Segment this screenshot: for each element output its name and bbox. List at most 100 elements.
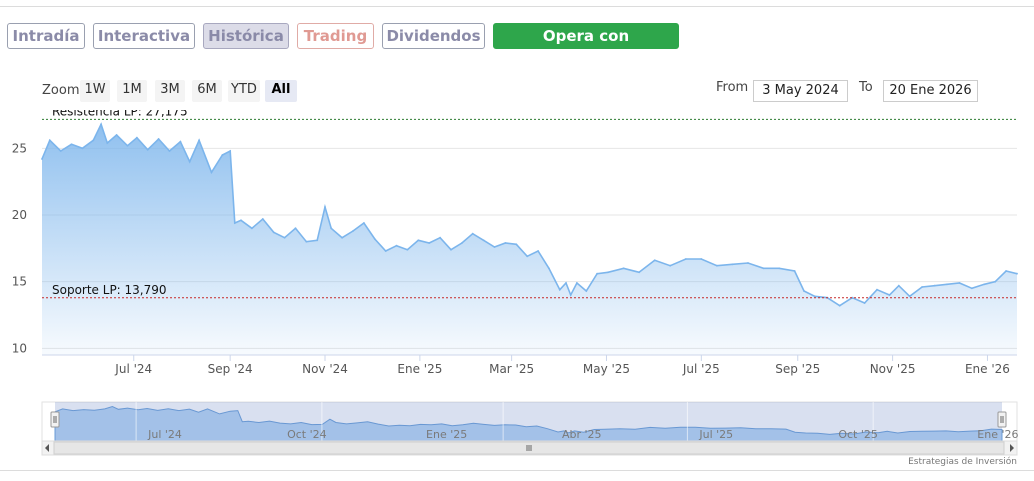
price-point xyxy=(700,258,703,260)
price-point xyxy=(157,138,160,140)
price-chart[interactable]: Resistencia LP: 27,175 Soporte LP: 13,790… xyxy=(0,110,1034,460)
zoom-1w-button[interactable]: 1W xyxy=(80,80,110,102)
x-tick-label: Mar '25 xyxy=(489,362,534,376)
tab-intradia[interactable]: Intradía xyxy=(7,23,85,49)
price-point xyxy=(1005,270,1007,272)
to-label: To xyxy=(859,80,873,95)
price-point xyxy=(395,244,398,247)
price-point xyxy=(548,267,550,270)
y-tick-label: 25 xyxy=(12,141,27,155)
price-point xyxy=(778,267,780,270)
from-date-input[interactable]: 3 May 2024 xyxy=(753,80,848,102)
price-point xyxy=(482,239,485,242)
price-point xyxy=(813,295,816,298)
price-point xyxy=(261,218,264,220)
price-point xyxy=(92,139,95,142)
navigator-tick-label: Oct '24 xyxy=(287,428,327,441)
top-divider xyxy=(0,6,1034,7)
price-point xyxy=(439,236,441,239)
x-tick-label: Jul '24 xyxy=(114,362,152,376)
price-point xyxy=(994,280,997,283)
price-point xyxy=(417,239,420,242)
price-point xyxy=(450,248,452,251)
chart-credits: Estrategias de Inversión xyxy=(908,457,1017,467)
tab-dividendos[interactable]: Dividendos xyxy=(382,23,485,49)
price-point xyxy=(747,262,749,264)
y-tick-label: 20 xyxy=(12,208,27,222)
price-point xyxy=(558,288,561,291)
price-point xyxy=(863,302,866,304)
tab-trading[interactable]: Trading xyxy=(297,23,374,49)
price-point xyxy=(515,243,518,246)
price-point xyxy=(115,134,118,136)
price-point xyxy=(983,283,986,286)
price-point xyxy=(210,171,213,174)
price-point xyxy=(921,286,923,288)
tab-interactiva[interactable]: Interactiva xyxy=(93,23,195,49)
zoom-all-button[interactable]: All xyxy=(265,80,297,102)
price-point xyxy=(716,264,718,267)
price-point xyxy=(461,242,463,244)
navigator-handle-left[interactable] xyxy=(50,411,60,428)
price-point xyxy=(897,284,900,287)
price-point xyxy=(793,270,796,272)
price-point xyxy=(240,219,242,222)
price-point xyxy=(330,227,333,230)
price-point xyxy=(565,282,567,284)
zoom-1m-button[interactable]: 1M xyxy=(117,80,147,102)
freedom24-cta-button[interactable]: Opera con Freedom24 xyxy=(493,23,679,69)
price-point xyxy=(971,287,973,290)
price-point xyxy=(653,259,656,262)
from-label: From xyxy=(716,80,749,95)
price-point xyxy=(471,232,474,235)
price-point xyxy=(41,158,43,160)
price-point xyxy=(70,143,73,146)
bottom-divider xyxy=(0,470,1034,471)
navigator-series xyxy=(54,405,1003,442)
price-area xyxy=(42,124,1017,355)
x-tick-label: Sep '24 xyxy=(208,362,253,376)
price-point xyxy=(384,250,387,252)
price-point xyxy=(179,140,182,143)
x-tick-label: Sep '25 xyxy=(775,362,820,376)
zoom-3m-button[interactable]: 3M xyxy=(155,80,185,102)
x-tick-label: Ene '25 xyxy=(397,362,442,376)
price-point xyxy=(188,160,191,163)
price-point xyxy=(596,272,598,275)
scroll-left-arrow-icon[interactable] xyxy=(45,444,49,452)
zoom-ytd-button[interactable]: YTD xyxy=(228,80,260,102)
price-point xyxy=(316,239,319,242)
price-point xyxy=(428,242,431,244)
price-point xyxy=(537,250,539,252)
price-point xyxy=(221,154,224,156)
price-point xyxy=(493,246,496,248)
support-label: Soporte LP: 13,790 xyxy=(52,283,167,297)
zoom-6m-button[interactable]: 6M xyxy=(192,80,222,102)
scroll-right-arrow-icon[interactable] xyxy=(1010,444,1014,452)
price-point xyxy=(958,282,961,284)
price-point xyxy=(585,290,588,292)
price-point xyxy=(762,267,765,270)
price-point xyxy=(607,271,609,274)
price-point xyxy=(352,230,354,232)
navigator-tick-label: Ene '26 xyxy=(977,428,1018,441)
tab-historica[interactable]: Histórica xyxy=(203,23,289,49)
price-point xyxy=(341,236,343,239)
price-point xyxy=(876,288,878,291)
price-point xyxy=(48,139,51,142)
navigator-handle-right[interactable] xyxy=(997,411,1007,428)
price-point xyxy=(946,283,948,286)
price-point xyxy=(622,267,625,270)
price-point xyxy=(324,206,326,208)
price-point xyxy=(146,148,149,151)
x-tick-label: Ene '26 xyxy=(965,362,1010,376)
zoom-label: Zoom xyxy=(42,83,80,98)
price-point xyxy=(1016,272,1018,275)
navigator-selection xyxy=(55,402,1002,441)
price-point xyxy=(838,304,841,307)
price-point xyxy=(803,290,805,292)
price-point xyxy=(933,284,936,287)
to-date-input[interactable]: 20 Ene 2026 xyxy=(883,80,978,102)
price-point xyxy=(569,294,572,296)
price-point xyxy=(305,240,308,243)
